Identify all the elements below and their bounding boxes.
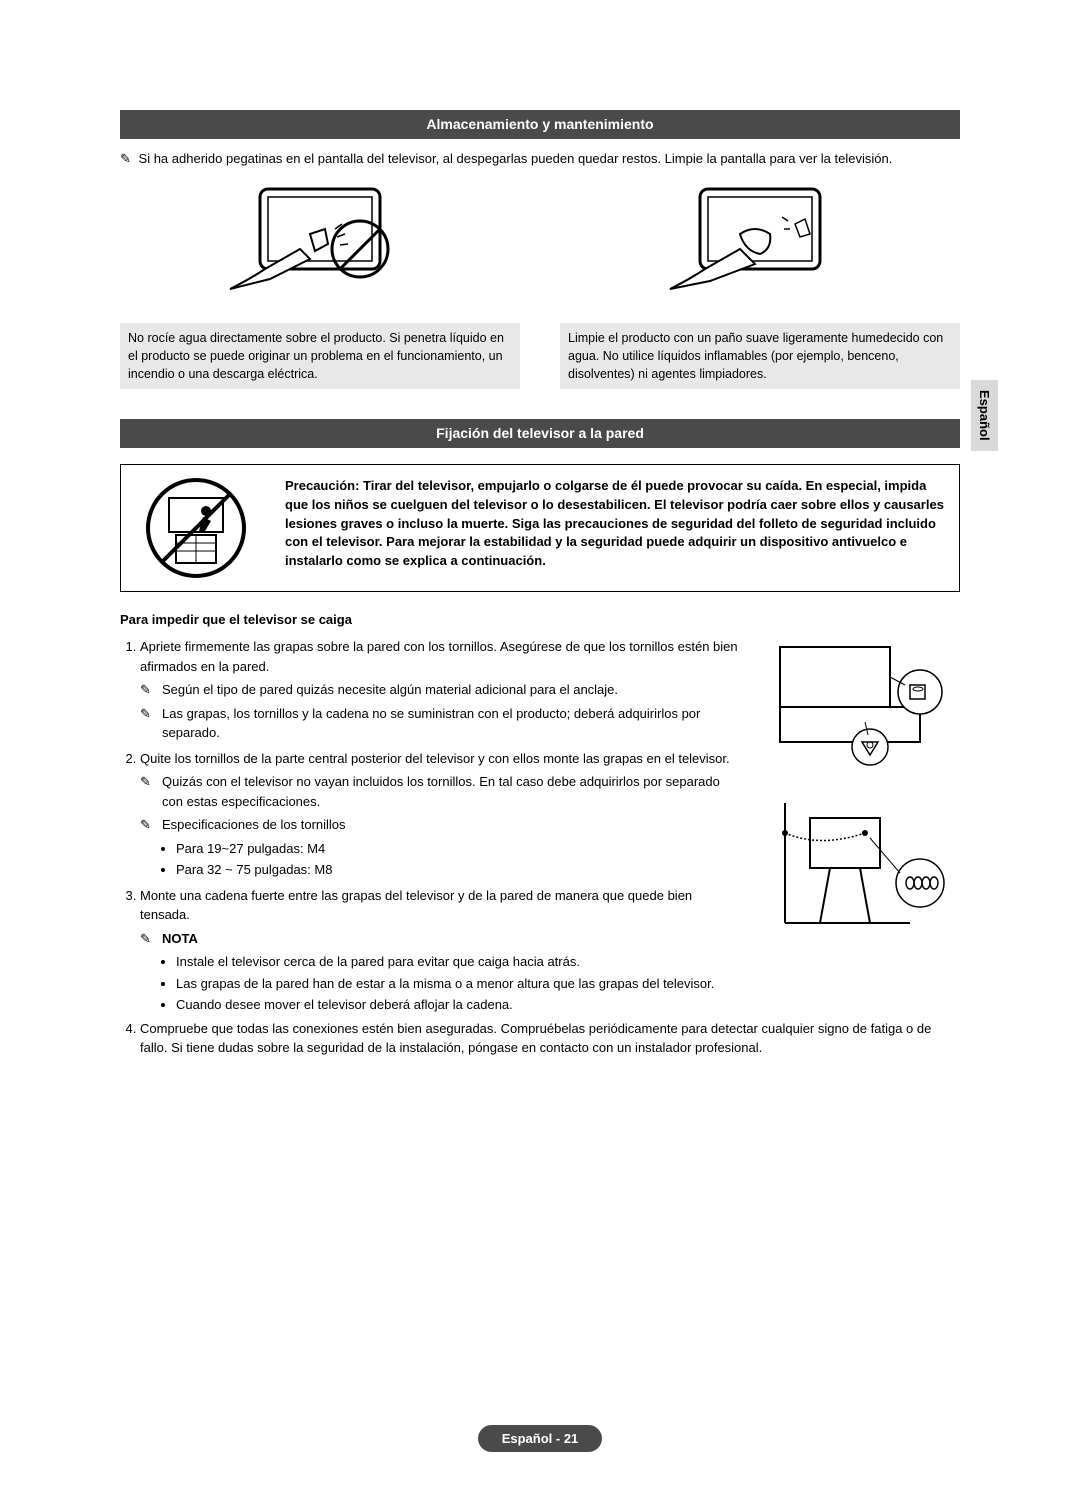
note-icon: ✎ xyxy=(140,680,158,700)
note-icon: ✎ xyxy=(140,929,158,949)
right-column: Limpie el producto con un paño suave lig… xyxy=(560,179,960,389)
step4-text: Compruebe que todas las conexiones estén… xyxy=(140,1021,931,1056)
top-note-text: Si ha adherido pegatinas en el pantalla … xyxy=(139,151,893,166)
step-3: Monte una cadena fuerte entre las grapas… xyxy=(140,886,740,1015)
spec-bullet-2: Para 32 ~ 75 pulgadas: M8 xyxy=(176,860,740,880)
instructions-list: Apriete firmemente las grapas sobre la p… xyxy=(120,637,740,1021)
note-icon: ✎ xyxy=(140,772,158,811)
step1-text: Apriete firmemente las grapas sobre la p… xyxy=(140,639,738,674)
instructions-row: Apriete firmemente las grapas sobre la p… xyxy=(120,637,960,1021)
wall-bracket-diagram xyxy=(760,637,960,777)
maintenance-columns: No rocíe agua directamente sobre el prod… xyxy=(120,179,960,389)
sub-heading: Para impedir que el televisor se caiga xyxy=(120,610,960,630)
nota-bullet-1: Instale el televisor cerca de la pared p… xyxy=(176,952,740,972)
warning-box: Precaución: Tirar del televisor, empujar… xyxy=(120,464,960,592)
language-tab: Español xyxy=(971,380,999,451)
warning-text: Precaución: Tirar del televisor, empujar… xyxy=(271,465,959,591)
step-4: Compruebe que todas las conexiones estén… xyxy=(140,1019,960,1058)
nota-bullet-3: Cuando desee mover el televisor deberá a… xyxy=(176,995,740,1015)
right-caption: Limpie el producto con un paño suave lig… xyxy=(560,323,960,389)
no-climb-icon xyxy=(121,465,271,591)
wipe-illustration xyxy=(560,179,960,309)
diagram-column xyxy=(760,637,960,1021)
step2-note2: Especificaciones de los tornillos xyxy=(162,815,740,835)
step1-note1: Según el tipo de pared quizás necesite a… xyxy=(162,680,740,700)
step1-note2: Las grapas, los tornillos y la cadena no… xyxy=(162,704,740,743)
section1-header: Almacenamiento y mantenimiento xyxy=(120,110,960,139)
section1-top-note: ✎ Si ha adherido pegatinas en el pantall… xyxy=(120,149,960,169)
section2-header: Fijación del televisor a la pared xyxy=(120,419,960,448)
no-spray-illustration xyxy=(120,179,520,309)
nota-bullet-2: Las grapas de la pared han de estar a la… xyxy=(176,974,740,994)
step3-text: Monte una cadena fuerte entre las grapas… xyxy=(140,888,692,923)
left-caption: No rocíe agua directamente sobre el prod… xyxy=(120,323,520,389)
chain-diagram xyxy=(760,793,960,943)
left-column: No rocíe agua directamente sobre el prod… xyxy=(120,179,520,389)
nota-label: NOTA xyxy=(162,929,740,949)
page-footer: Español - 21 xyxy=(0,1425,1080,1453)
step2-note1: Quizás con el televisor no vayan incluid… xyxy=(162,772,740,811)
note-icon: ✎ xyxy=(140,704,158,743)
note-icon: ✎ xyxy=(120,149,131,169)
page-number: Español - 21 xyxy=(478,1425,603,1453)
spec-bullet-1: Para 19~27 pulgadas: M4 xyxy=(176,839,740,859)
step-1: Apriete firmemente las grapas sobre la p… xyxy=(140,637,740,743)
step-2: Quite los tornillos de la parte central … xyxy=(140,749,740,880)
step2-text: Quite los tornillos de la parte central … xyxy=(140,751,730,766)
note-icon: ✎ xyxy=(140,815,158,835)
